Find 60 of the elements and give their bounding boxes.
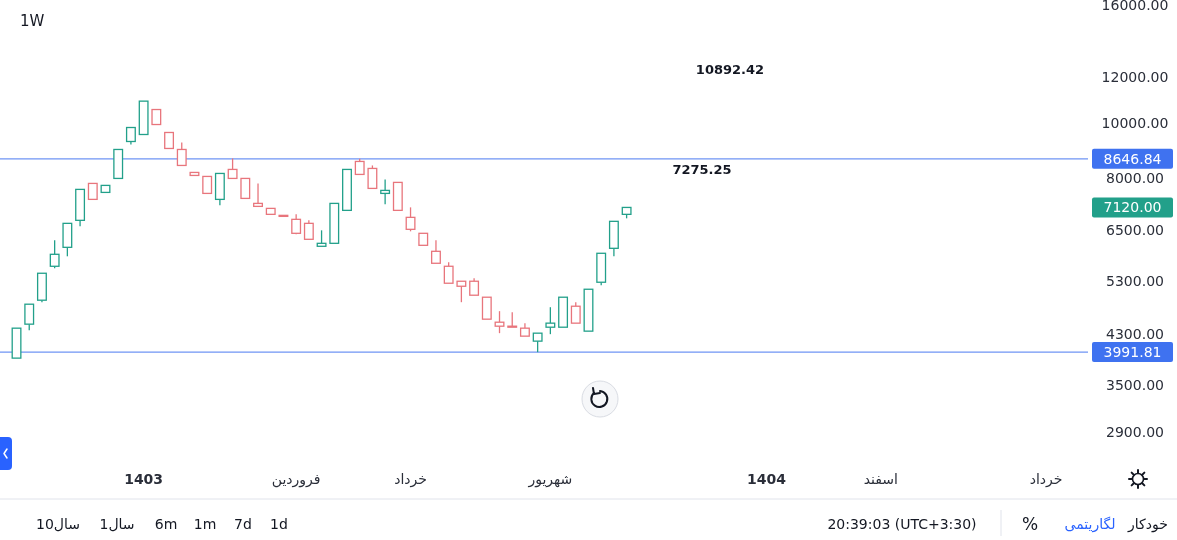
ref-line-label: 3991.81 bbox=[1103, 344, 1162, 361]
candlestick bbox=[380, 178, 391, 206]
candlestick bbox=[481, 296, 492, 320]
y-tick-label: 16000.00 bbox=[1101, 0, 1169, 13]
candlestick bbox=[430, 239, 441, 264]
text: خودکار bbox=[1127, 516, 1168, 533]
candlestick bbox=[303, 219, 314, 240]
y-tick-label: 5300.00 bbox=[1106, 273, 1164, 290]
candlestick bbox=[342, 168, 352, 212]
text: 1m bbox=[193, 516, 217, 532]
candlestick bbox=[418, 232, 429, 246]
text: 7120.00 bbox=[1103, 199, 1162, 216]
candlestick bbox=[608, 220, 619, 257]
text: 6m bbox=[154, 516, 178, 532]
candlestick bbox=[113, 148, 124, 180]
text: 1d bbox=[270, 516, 288, 532]
x-tick-label: 1404 bbox=[746, 471, 787, 487]
candlestick bbox=[11, 327, 22, 359]
candlestick bbox=[75, 188, 86, 227]
y-tick-label: 3500.00 bbox=[1106, 376, 1164, 393]
ref-line-label: 8646.84 bbox=[1103, 150, 1162, 167]
candlestick bbox=[519, 322, 530, 337]
candlestick bbox=[329, 202, 340, 244]
candlestick bbox=[164, 131, 175, 150]
x-tick-label: فروردین bbox=[271, 471, 321, 488]
x-tick-label: 1403 bbox=[124, 471, 164, 487]
candlestick bbox=[278, 214, 289, 218]
text: لگاریتمی bbox=[1064, 516, 1116, 533]
annotation: 7275.25 bbox=[672, 162, 732, 177]
text: 7d bbox=[234, 516, 252, 532]
candlestick bbox=[214, 172, 225, 207]
y-tick-label: 6500.00 bbox=[1106, 222, 1164, 239]
candlestick bbox=[240, 177, 251, 200]
candlestick bbox=[469, 277, 480, 296]
candlestick bbox=[202, 175, 213, 195]
text: 10سال bbox=[36, 516, 80, 532]
candlestick bbox=[189, 171, 200, 177]
x-tick-label: شهریور bbox=[527, 471, 573, 488]
candlestick bbox=[138, 100, 149, 136]
text: 1W bbox=[20, 12, 45, 30]
candlestick bbox=[583, 288, 594, 332]
candlestick bbox=[265, 207, 276, 215]
y-tick-label: 10000.00 bbox=[1101, 114, 1169, 131]
text: 20:39:03 (UTC+3:30) bbox=[827, 516, 977, 532]
y-tick-label: 12000.00 bbox=[1101, 68, 1169, 85]
candlestick bbox=[392, 181, 403, 212]
x-tick-label: خرداد bbox=[394, 471, 427, 488]
candlestick bbox=[87, 182, 98, 201]
candlestick bbox=[558, 296, 569, 328]
candlestick bbox=[125, 126, 136, 146]
y-tick-label: 2900.00 bbox=[1106, 424, 1164, 440]
y-tick-label: 8000.00 bbox=[1106, 170, 1164, 187]
text: 1سال bbox=[99, 516, 135, 532]
candlestick bbox=[253, 182, 263, 208]
x-tick-label: خرداد bbox=[1029, 471, 1063, 488]
y-tick-label: 4300.00 bbox=[1106, 325, 1164, 342]
candlestick bbox=[151, 108, 162, 126]
annotation: 10892.42 bbox=[695, 62, 765, 77]
text: % bbox=[1021, 514, 1039, 534]
x-tick-label: اسفند bbox=[863, 471, 898, 487]
